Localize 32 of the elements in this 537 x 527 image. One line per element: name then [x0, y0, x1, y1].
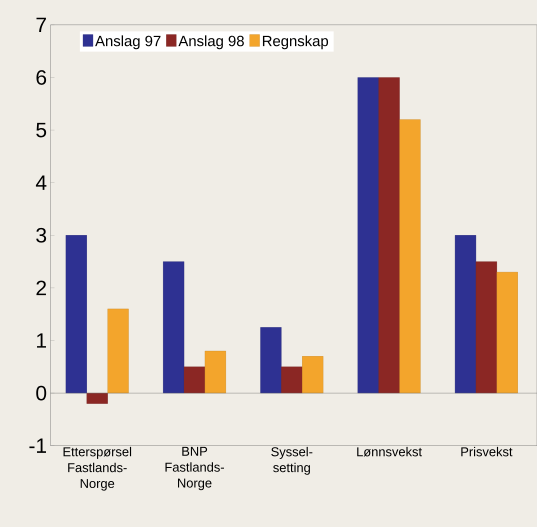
y-tick-label: 6 — [36, 70, 46, 85]
bar — [66, 235, 87, 394]
legend-label: Regnskap — [262, 35, 328, 50]
legend-label: Anslag 97 — [95, 35, 160, 50]
y-tick-label: 2 — [36, 280, 46, 296]
bar — [302, 356, 324, 394]
bar — [260, 327, 282, 394]
bar — [184, 366, 206, 394]
bar — [496, 272, 518, 394]
bar — [163, 261, 184, 394]
legend-label: Anslag 98 — [178, 35, 244, 50]
y-tick-label: 1 — [37, 333, 46, 348]
x-tick-label: Lønnsvekst — [357, 446, 422, 456]
y-tick-label: 7 — [36, 18, 46, 32]
bar — [454, 235, 476, 394]
bar — [204, 350, 226, 394]
x-tick-label: Etterspørsel Fastlands-Norge — [64, 446, 132, 490]
bar — [358, 77, 379, 394]
y-tick-label: 3 — [36, 228, 46, 243]
bar — [399, 119, 421, 394]
y-tick-label: 5 — [36, 122, 46, 138]
y-tick-label: -1 — [29, 438, 46, 453]
x-tick-label: BNP Fastlands-Norge — [165, 446, 224, 490]
bar — [108, 308, 129, 394]
y-tick-label: 4 — [36, 175, 46, 190]
bar — [281, 366, 302, 394]
bar — [378, 77, 400, 394]
bar — [476, 261, 497, 394]
y-tick-label: 0 — [36, 386, 46, 400]
x-tick-label: Prisvekst — [461, 446, 512, 456]
x-tick-label: Syssel-setting — [271, 446, 312, 475]
bar — [86, 392, 108, 404]
